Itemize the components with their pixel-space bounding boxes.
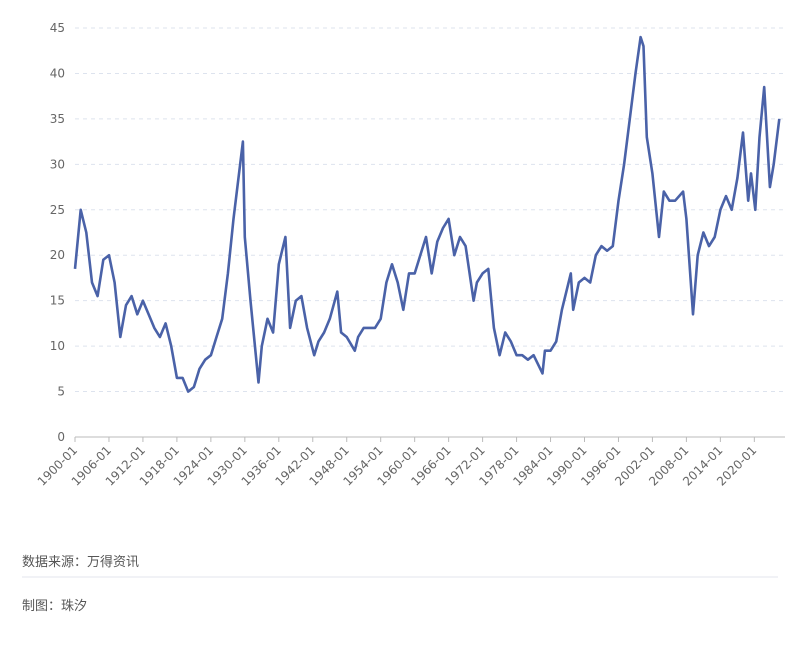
y-tick-label: 10: [50, 339, 65, 353]
y-tick-label: 25: [50, 203, 65, 217]
credit-note: 制图：珠汐: [22, 598, 87, 614]
y-tick-label: 45: [50, 21, 65, 35]
y-tick-label: 15: [50, 294, 65, 308]
y-tick-label: 35: [50, 112, 65, 126]
data-line: [73, 35, 781, 393]
y-tick-label: 5: [57, 385, 65, 399]
y-tick-label: 30: [50, 157, 65, 171]
y-tick-label: 40: [50, 66, 65, 80]
source-note: 数据来源：万得资讯: [22, 554, 139, 570]
y-tick-label: 0: [57, 430, 65, 444]
y-tick-label: 20: [50, 248, 65, 262]
